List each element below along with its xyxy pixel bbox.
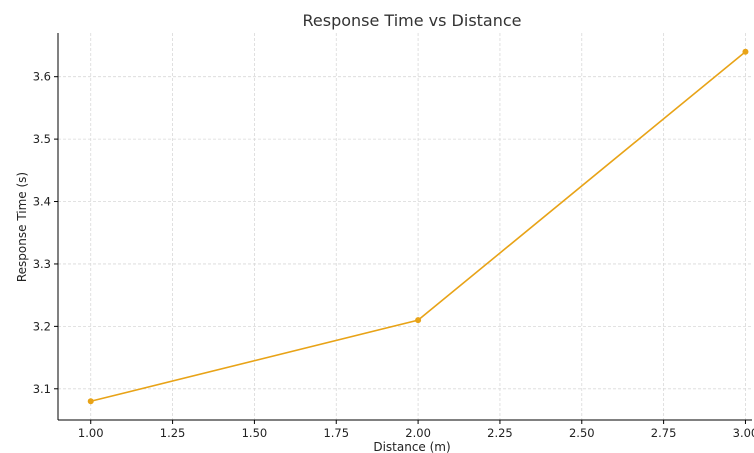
- y-tick-label: 3.1: [33, 382, 51, 396]
- x-tick-label: 1.00: [78, 426, 104, 440]
- x-tick-label: 1.25: [160, 426, 186, 440]
- y-tick-label: 3.4: [33, 195, 51, 209]
- x-tick-label: 2.75: [651, 426, 677, 440]
- y-axis-label: Response Time (s): [15, 172, 29, 282]
- x-tick-label: 1.50: [242, 426, 268, 440]
- y-tick-label: 3.2: [33, 319, 51, 333]
- y-tick-label: 3.5: [33, 132, 51, 146]
- chart-title: Response Time vs Distance: [302, 11, 521, 30]
- data-point: [87, 398, 94, 405]
- data-point: [742, 48, 749, 55]
- data-point: [415, 317, 422, 324]
- x-tick-label: 2.00: [405, 426, 431, 440]
- y-tick-label: 3.3: [33, 257, 51, 271]
- x-tick-label: 2.50: [569, 426, 595, 440]
- x-axis-label: Distance (m): [373, 440, 450, 453]
- y-tick-label: 3.6: [33, 70, 51, 84]
- y-ticks: 3.1 3.2 3.3 3.4 3.5 3.6: [33, 70, 58, 396]
- x-tick-label: 1.75: [323, 426, 349, 440]
- axes: [57, 33, 752, 421]
- series-layer: [87, 48, 749, 405]
- grid: [58, 33, 752, 420]
- x-tick-label: 3.00: [733, 426, 754, 440]
- x-ticks: 1.00 1.25 1.50 1.75 2.00 2.25 2.50 2.75 3.00: [78, 420, 754, 440]
- x-tick-label: 2.25: [487, 426, 513, 440]
